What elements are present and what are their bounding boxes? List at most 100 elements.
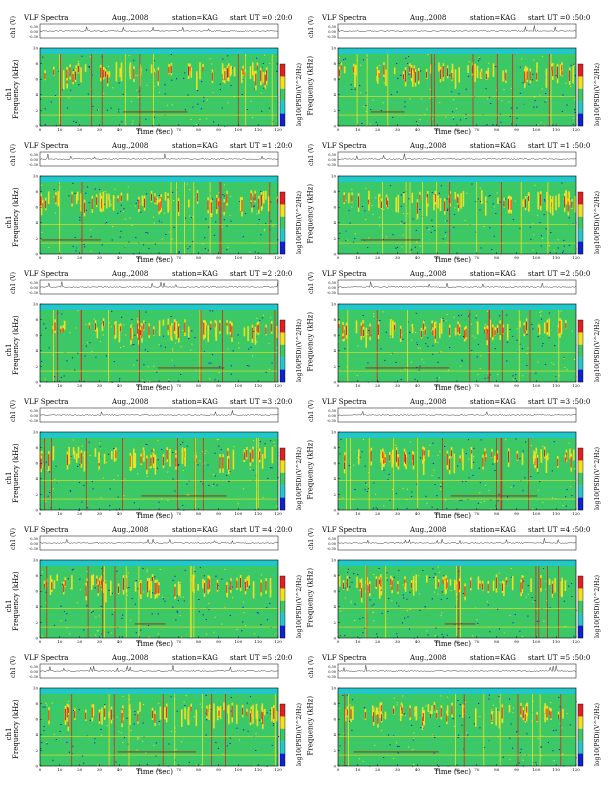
heatmap-cell	[491, 232, 493, 234]
heatmap-cell	[372, 608, 375, 610]
heatmap-cell	[537, 478, 539, 480]
heatmap-cell	[390, 353, 392, 355]
heatmap-cell	[360, 206, 362, 208]
heatmap-cell	[529, 504, 531, 506]
heatmap-cell	[525, 331, 527, 333]
heatmap-cell	[353, 66, 355, 73]
heatmap-cell	[502, 70, 504, 82]
heatmap-cell	[405, 454, 406, 464]
heatmap-cell	[185, 466, 188, 468]
heatmap-cell	[246, 580, 248, 588]
heatmap-cell	[166, 104, 168, 106]
heatmap-cell	[110, 249, 112, 251]
heatmap-cell	[238, 598, 240, 600]
heatmap-cell	[80, 752, 82, 754]
heatmap-cell	[264, 492, 266, 494]
heatmap-cell	[343, 583, 344, 589]
channel-trace-line	[337, 538, 577, 544]
heatmap-cell	[487, 604, 489, 606]
heatmap-cell	[110, 245, 112, 247]
heatmap-cell	[419, 347, 421, 349]
heatmap-cell	[81, 598, 83, 600]
heatmap-cell	[539, 94, 541, 96]
heatmap-cell	[465, 117, 467, 119]
heatmap-cell	[53, 101, 55, 103]
heatmap-cell	[53, 444, 55, 446]
heatmap-cell	[491, 104, 493, 106]
heatmap-cell	[53, 69, 55, 76]
heatmap-cell	[532, 249, 534, 251]
heatmap-cell	[344, 635, 346, 637]
heatmap-cell	[111, 372, 113, 374]
heatmap-cell	[568, 585, 570, 587]
heatmap-cell	[151, 125, 154, 127]
heatmap-cell	[521, 578, 523, 589]
heatmap-cell	[480, 63, 482, 65]
heatmap-cell	[162, 598, 164, 600]
heatmap-cell	[216, 439, 218, 441]
heatmap-cell	[457, 196, 459, 204]
heatmap-cell	[339, 635, 342, 637]
heatmap-cell	[198, 611, 200, 613]
heatmap-cell	[65, 118, 67, 120]
heatmap-cell	[141, 326, 143, 338]
heatmap-cell	[553, 494, 555, 495]
heatmap-cell	[459, 327, 461, 334]
heatmap-cell	[503, 89, 505, 90]
heatmap-cell	[114, 481, 116, 483]
heatmap-cell	[516, 117, 518, 119]
heatmap-cell	[138, 506, 140, 508]
heatmap-cell	[454, 192, 457, 200]
heatmap-cell	[50, 74, 52, 76]
heatmap-cell	[196, 470, 198, 472]
heatmap-cell	[338, 499, 340, 500]
colorbar-segment	[280, 229, 285, 242]
heatmap-cell	[547, 315, 550, 317]
heatmap-cell	[434, 484, 436, 485]
heatmap-cell	[535, 347, 537, 349]
chart-title-label: VLF Spectra	[322, 270, 367, 278]
heatmap-cell	[549, 252, 551, 253]
heatmap-cell	[498, 628, 500, 630]
heatmap-cell	[74, 506, 76, 508]
heatmap-cell	[377, 379, 379, 381]
heatmap-cell	[148, 119, 150, 121]
heatmap-cell	[62, 89, 64, 91]
heatmap-cell	[563, 357, 565, 359]
heatmap-cell	[512, 250, 514, 252]
heatmap-cell	[416, 344, 418, 345]
heatmap-cell	[122, 93, 124, 95]
heatmap-cell	[497, 500, 499, 502]
heatmap-cell	[60, 620, 62, 622]
heatmap-cell	[163, 212, 165, 214]
heatmap-cell	[421, 359, 423, 361]
heatmap-cell	[491, 228, 494, 230]
heatmap-cell	[553, 212, 555, 214]
heatmap-cell	[561, 65, 563, 71]
heatmap-cell	[392, 116, 394, 118]
heatmap-cell	[227, 68, 228, 78]
heatmap-cell	[141, 494, 143, 496]
heatmap-cell	[218, 366, 221, 368]
heatmap-cell	[185, 445, 187, 446]
heatmap-cell	[128, 587, 130, 589]
heatmap-cell	[500, 606, 502, 608]
heatmap-cell	[226, 322, 228, 327]
heatmap-cell	[541, 494, 543, 495]
heatmap-cell	[268, 368, 271, 370]
x-tick-label: 90	[216, 255, 222, 260]
heatmap-cell	[359, 185, 361, 187]
heatmap-cell	[508, 91, 510, 93]
heatmap-cell	[371, 605, 373, 607]
heatmap-cell	[163, 335, 165, 337]
heatmap-cell	[364, 210, 366, 212]
heatmap-cell	[259, 451, 261, 460]
channel-tick-label: -0.30	[327, 291, 336, 295]
heatmap-cell	[218, 192, 220, 194]
heatmap-cell	[52, 499, 54, 501]
heatmap-cell	[389, 185, 392, 187]
y-tick-label: 4	[35, 476, 38, 481]
heatmap-cell	[488, 195, 490, 197]
heatmap-cell	[544, 621, 546, 623]
heatmap-cell	[534, 458, 536, 465]
